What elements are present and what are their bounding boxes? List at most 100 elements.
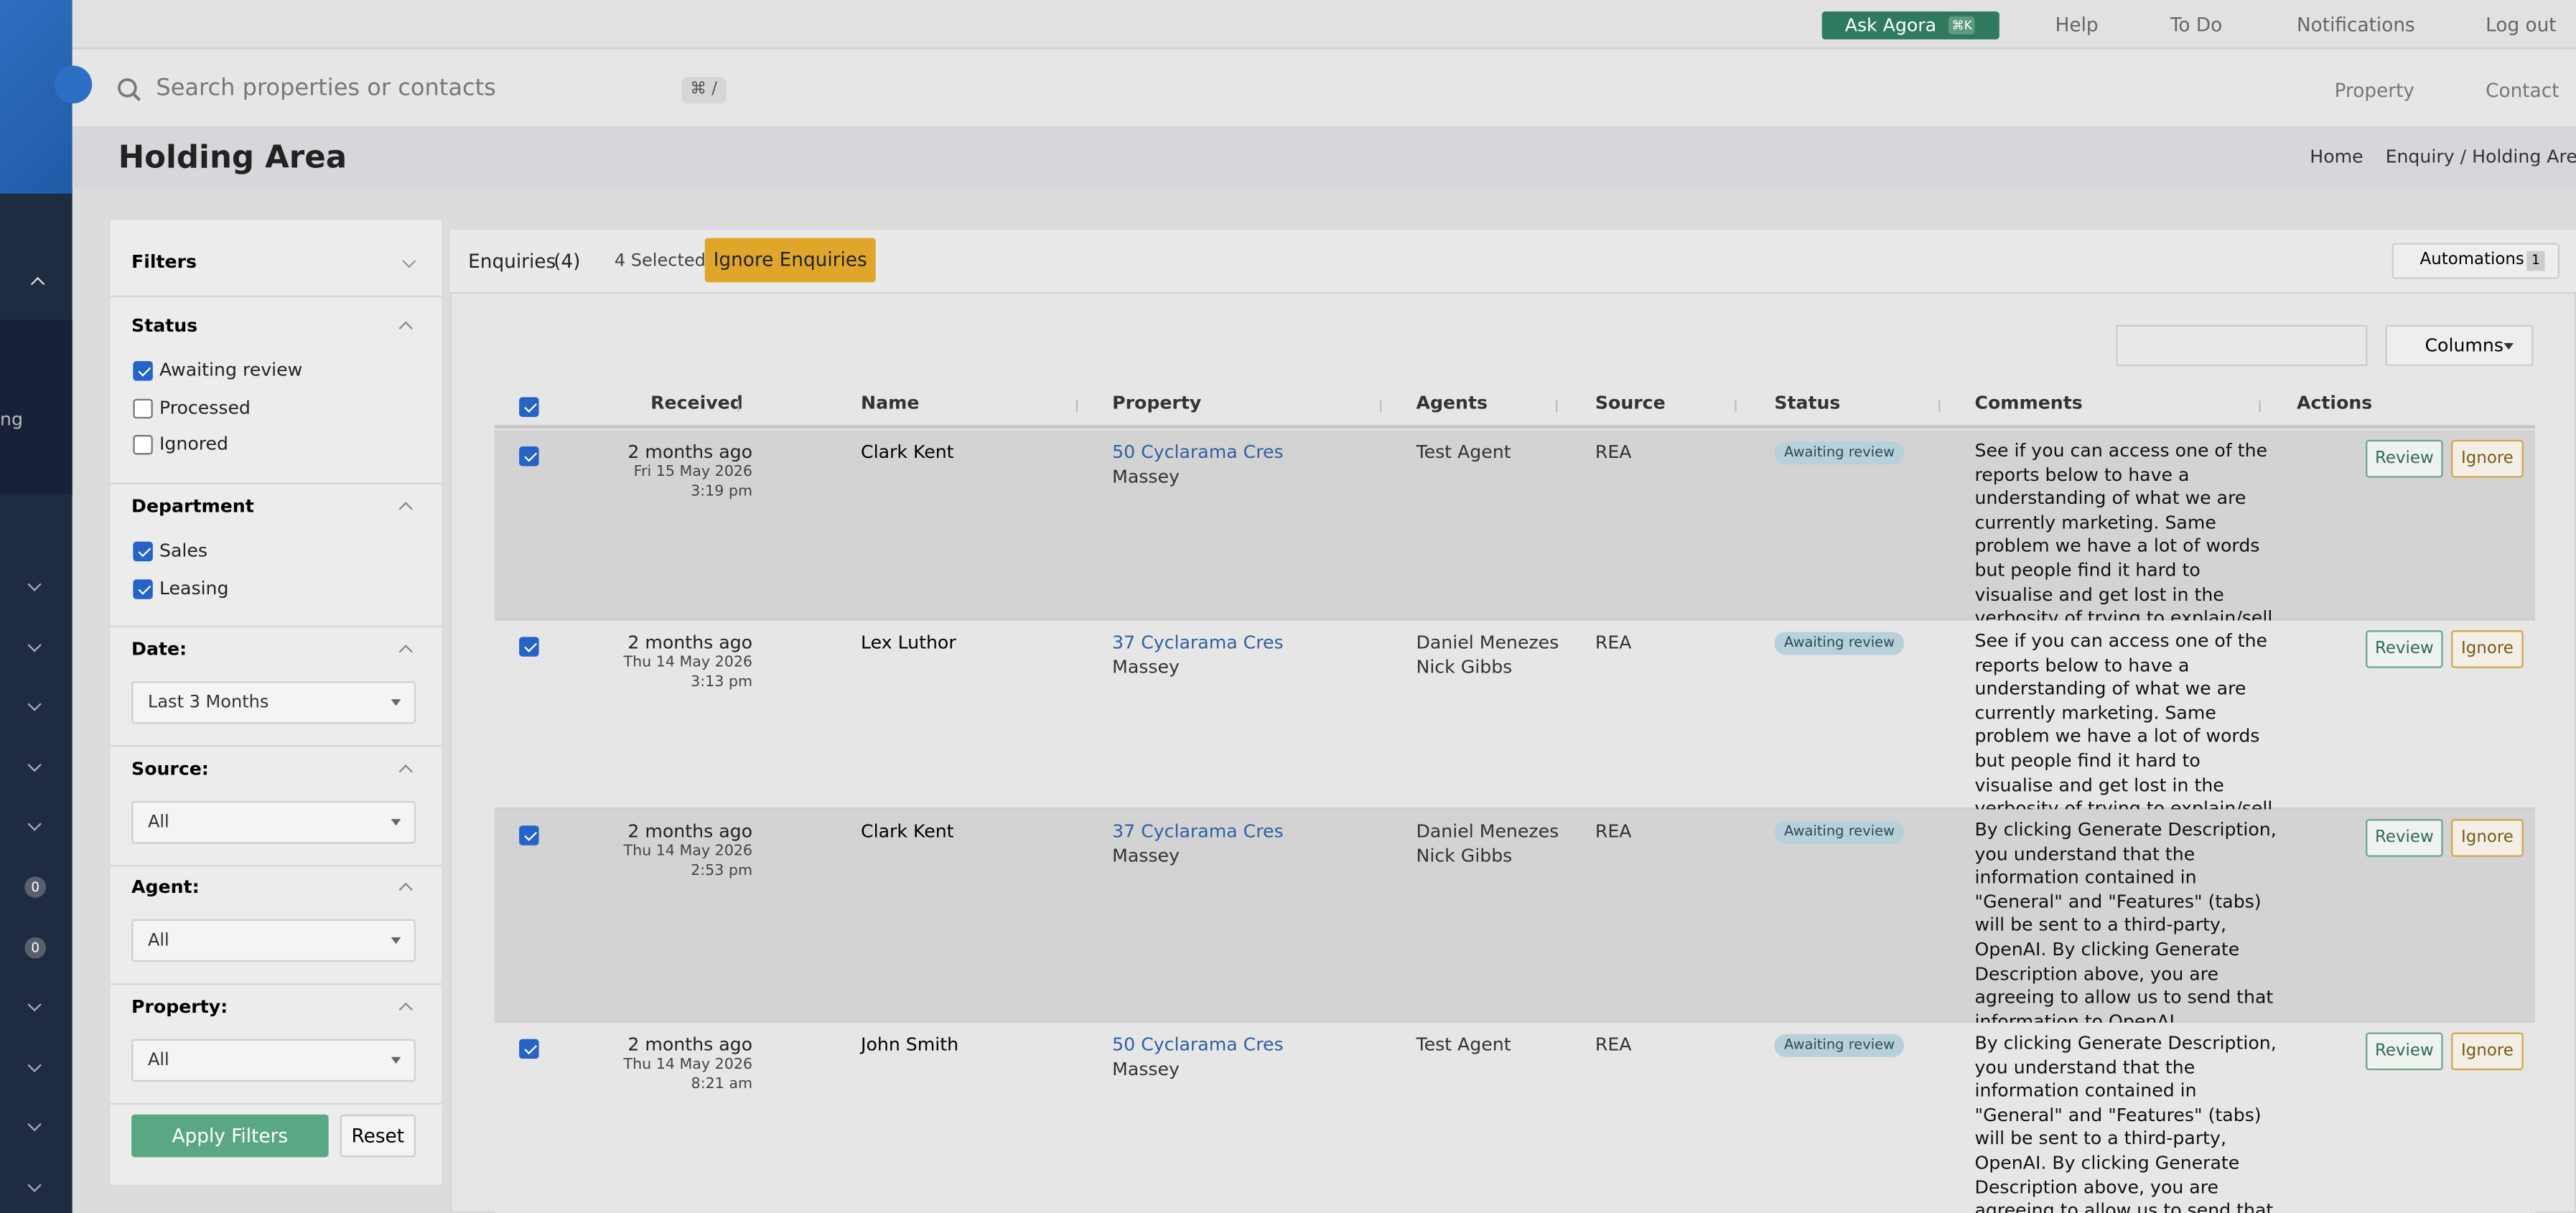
review-button[interactable]: Review bbox=[2366, 1032, 2443, 1071]
apply-filters-button[interactable]: Apply Filters bbox=[131, 1114, 329, 1158]
column-header[interactable]: Property bbox=[1112, 392, 1202, 414]
review-button[interactable]: Review bbox=[2366, 439, 2443, 478]
divider bbox=[110, 983, 442, 985]
breadcrumb-item[interactable]: Home bbox=[2310, 146, 2363, 168]
column-header: Actions bbox=[2297, 392, 2373, 414]
property-link[interactable]: 37 Cyclarama Cres bbox=[1112, 632, 1284, 654]
suburb: Massey bbox=[1112, 466, 1180, 488]
filter-option[interactable]: Leasing bbox=[159, 576, 229, 599]
checkbox[interactable] bbox=[519, 825, 539, 846]
suburb: Massey bbox=[1112, 656, 1180, 678]
received-time: 3:19 pm bbox=[691, 484, 753, 501]
source: REA bbox=[1595, 1034, 1632, 1056]
checkbox[interactable] bbox=[133, 361, 153, 381]
filter-select[interactable] bbox=[131, 681, 416, 724]
filter-option[interactable]: Sales bbox=[159, 540, 207, 562]
top-link[interactable]: Log out bbox=[2486, 13, 2557, 37]
review-button[interactable]: Review bbox=[2366, 819, 2443, 857]
sort-icon bbox=[1073, 395, 1081, 413]
received: 2 months ago bbox=[627, 1034, 753, 1056]
status-pill: Awaiting review bbox=[1774, 820, 1905, 844]
topbar bbox=[72, 0, 2576, 50]
sort-icon bbox=[1376, 395, 1386, 413]
checkbox[interactable] bbox=[133, 398, 153, 418]
source: REA bbox=[1595, 632, 1632, 654]
filter-heading: Property: bbox=[131, 996, 228, 1018]
reset-button[interactable]: Reset bbox=[340, 1114, 416, 1158]
badge: 0 bbox=[24, 937, 47, 959]
collapse-button[interactable] bbox=[54, 65, 93, 104]
ignore-button[interactable]: Ignore bbox=[2451, 819, 2524, 857]
agent: Test Agent bbox=[1416, 441, 1511, 463]
search-bar bbox=[72, 49, 2576, 128]
caret bbox=[391, 818, 401, 825]
checkbox[interactable] bbox=[519, 1039, 539, 1059]
checkbox[interactable] bbox=[133, 541, 153, 562]
checkbox[interactable] bbox=[519, 637, 539, 657]
checkbox[interactable] bbox=[133, 435, 153, 455]
table-search[interactable] bbox=[2116, 324, 2368, 366]
received-date: Thu 14 May 2026 bbox=[623, 843, 753, 861]
sort-icon bbox=[734, 395, 743, 413]
breadcrumb-item: Enquiry / Holding Area bbox=[2385, 146, 2576, 168]
property-link[interactable]: 37 Cyclarama Cres bbox=[1112, 820, 1284, 843]
ignore-button[interactable]: Ignore bbox=[2451, 1032, 2524, 1071]
search-type-button[interactable]: Property bbox=[2334, 78, 2415, 102]
ignore-button[interactable]: Ignore bbox=[2451, 630, 2524, 668]
filter-select[interactable] bbox=[131, 919, 416, 963]
page-title: Holding Area bbox=[118, 139, 347, 176]
received-date: Thu 14 May 2026 bbox=[623, 1057, 753, 1074]
received: 2 months ago bbox=[627, 632, 753, 654]
filter-select-value: Last 3 Months bbox=[147, 693, 269, 713]
selected-count: 4 Selected bbox=[614, 250, 706, 271]
property-link[interactable]: 50 Cyclarama Cres bbox=[1112, 441, 1284, 463]
filter-heading: Status bbox=[131, 315, 198, 337]
tab[interactable]: Enquiries bbox=[468, 249, 556, 273]
search-input[interactable]: Search properties or contacts bbox=[156, 75, 496, 102]
columns-button[interactable]: Columns bbox=[2385, 324, 2534, 366]
filter-option[interactable]: Processed bbox=[159, 396, 251, 418]
review-button[interactable]: Review bbox=[2366, 630, 2443, 668]
divider bbox=[110, 625, 442, 627]
caret bbox=[391, 699, 401, 706]
suburb: Massey bbox=[1112, 1059, 1180, 1080]
status-pill: Awaiting review bbox=[1774, 1034, 1905, 1057]
column-header[interactable]: Comments bbox=[1974, 392, 2083, 414]
filter-select[interactable] bbox=[131, 1039, 416, 1082]
filter-select[interactable] bbox=[131, 800, 416, 843]
agent: Nick Gibbs bbox=[1416, 655, 1513, 678]
top-link[interactable]: Notifications bbox=[2297, 13, 2415, 37]
checkbox[interactable] bbox=[133, 579, 153, 599]
agent: Test Agent bbox=[1416, 1034, 1511, 1056]
tab-count: (4) bbox=[554, 249, 581, 273]
sidebar-block bbox=[0, 319, 73, 495]
ignore-button[interactable]: Ignore bbox=[2451, 439, 2524, 478]
filters-title: Filters bbox=[131, 250, 197, 273]
top-link[interactable]: To Do bbox=[2170, 13, 2223, 37]
caret bbox=[2503, 342, 2514, 350]
comments: By clicking Generate Description, you un… bbox=[1974, 1032, 2277, 1213]
divider bbox=[110, 864, 442, 866]
sort-icon bbox=[1935, 395, 1944, 413]
received: 2 months ago bbox=[627, 820, 753, 843]
top-link[interactable]: Help bbox=[2055, 13, 2099, 37]
filter-option[interactable]: Awaiting review bbox=[159, 359, 303, 381]
column-header[interactable]: Status bbox=[1774, 392, 1841, 414]
column-header[interactable]: Agents bbox=[1416, 392, 1488, 414]
filter-heading: Agent: bbox=[131, 876, 200, 899]
suburb: Massey bbox=[1112, 845, 1180, 867]
column-header[interactable]: Source bbox=[1595, 392, 1666, 414]
checkbox[interactable] bbox=[519, 397, 539, 417]
filter-option[interactable]: Ignored bbox=[159, 433, 228, 455]
ignore-enquiries-button[interactable]: Ignore Enquiries bbox=[704, 238, 876, 283]
checkbox[interactable] bbox=[519, 446, 539, 467]
filter-select-value: All bbox=[147, 812, 169, 832]
filter-select-value: All bbox=[147, 931, 169, 951]
search-type-button[interactable]: Contact bbox=[2486, 78, 2559, 102]
agent: Daniel Menezes bbox=[1416, 632, 1559, 654]
header-divider bbox=[494, 425, 2535, 428]
property-link[interactable]: 50 Cyclarama Cres bbox=[1112, 1034, 1284, 1056]
column-header[interactable]: Received bbox=[650, 392, 743, 414]
column-header[interactable]: Name bbox=[861, 392, 920, 414]
